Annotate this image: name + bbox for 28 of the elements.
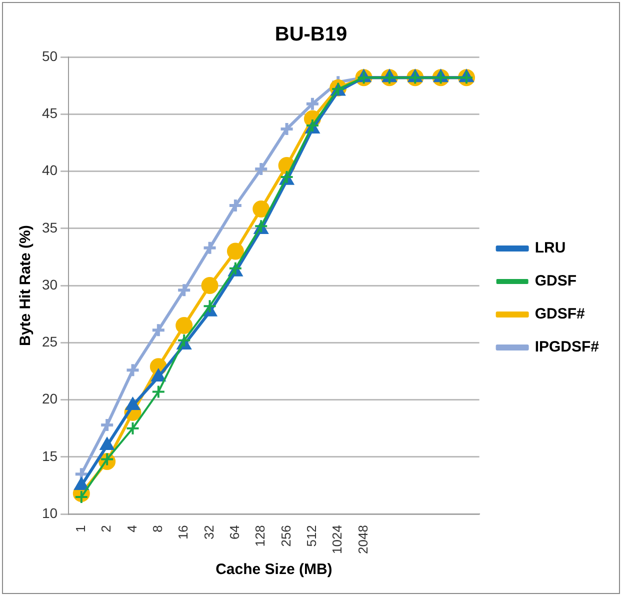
y-tick-label: 10 (42, 504, 58, 521)
x-tick-label: 1024 (330, 525, 345, 554)
y-tick-label: 20 (42, 390, 58, 407)
x-tick-label: 32 (201, 525, 216, 540)
x-tick-label: 2 (98, 525, 114, 532)
y-tick-label: 15 (42, 448, 58, 464)
x-tick-label: 2048 (355, 525, 370, 554)
x-tick-label: 4 (124, 525, 140, 532)
y-tick-label: 35 (42, 219, 58, 236)
x-tick-label: 128 (252, 525, 268, 547)
x-tick-label: 256 (278, 525, 294, 547)
x-axis-title: Cache Size (MB) (216, 561, 332, 578)
y-tick-label: 40 (42, 162, 58, 178)
legend-label: IPGDSF# (534, 338, 600, 356)
legend-label: GDSF# (534, 306, 586, 323)
y-tick-label: 50 (42, 48, 58, 64)
x-tick-label: 512 (304, 525, 320, 547)
y-tick-label: 30 (42, 276, 58, 292)
x-tick-label: 1 (72, 525, 88, 532)
x-tick-label: 16 (176, 525, 191, 540)
legend-label: LRU (534, 240, 566, 257)
y-tick-label: 45 (42, 104, 58, 121)
y-tick-label: 25 (42, 334, 58, 350)
x-tick-label: 64 (227, 525, 242, 540)
y-axis-title: Byte Hit Rate (%) (17, 225, 34, 346)
x-tick-label: 8 (150, 525, 165, 532)
chart-title: BU-B19 (274, 24, 348, 46)
legend-label: GDSF (534, 272, 576, 290)
